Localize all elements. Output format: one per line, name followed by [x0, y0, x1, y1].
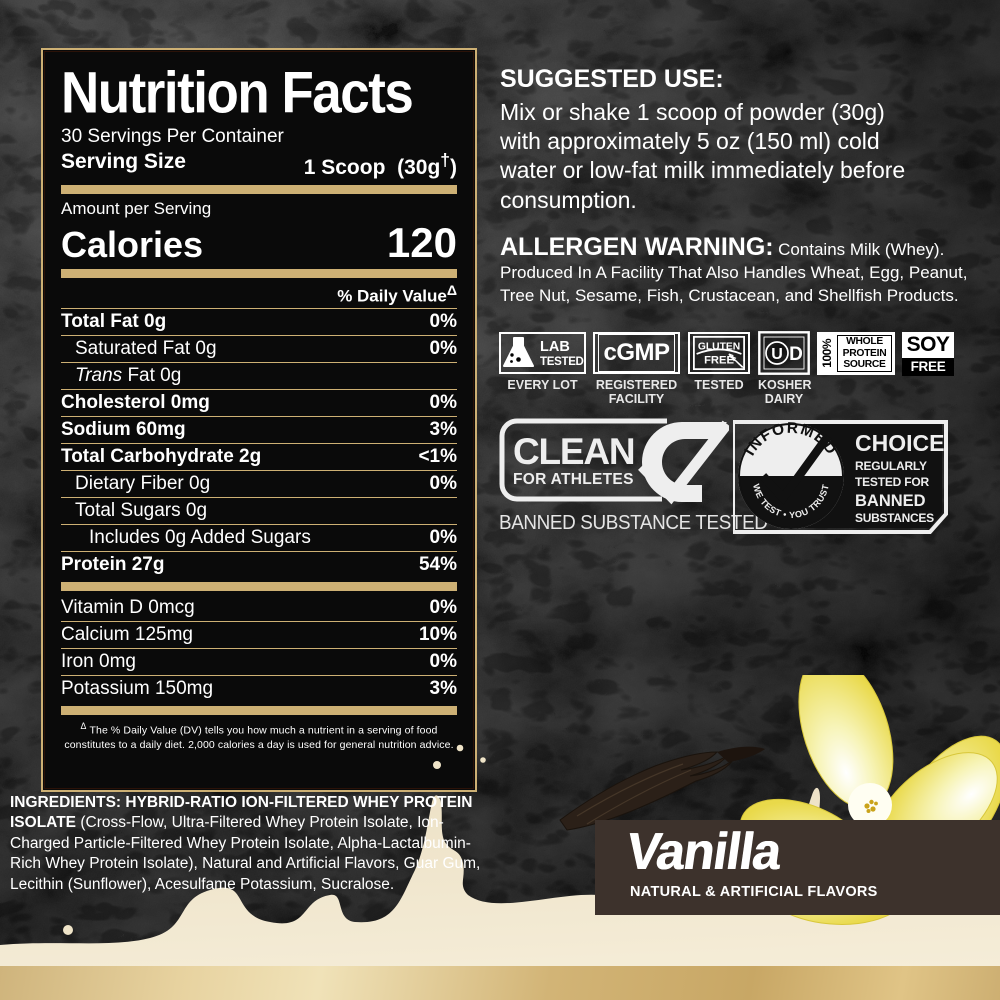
- svg-text:TESTED: TESTED: [540, 356, 584, 368]
- svg-text:U: U: [771, 346, 783, 363]
- svg-text:REGULARLY: REGULARLY: [855, 459, 927, 473]
- svg-text:D: D: [789, 344, 803, 365]
- svg-text:LAB: LAB: [540, 339, 570, 355]
- svg-text:CLEAN: CLEAN: [513, 431, 634, 472]
- svg-text:SUBSTANCES: SUBSTANCES: [855, 511, 934, 525]
- svg-text:BANNED: BANNED: [855, 492, 926, 510]
- svg-text:CHOICE: CHOICE: [855, 430, 944, 456]
- svg-text:FOR ATHLETES: FOR ATHLETES: [513, 471, 634, 488]
- svg-text:TESTED FOR: TESTED FOR: [855, 475, 930, 489]
